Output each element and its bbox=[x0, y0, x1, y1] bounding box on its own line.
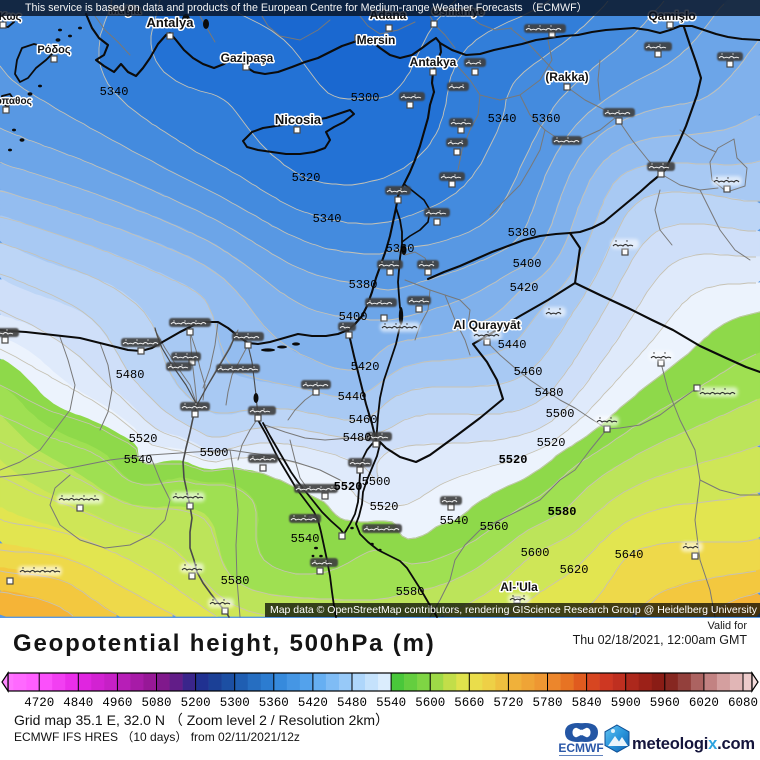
svg-text:5380: 5380 bbox=[508, 226, 537, 240]
svg-text:5360: 5360 bbox=[259, 696, 289, 710]
svg-text:5460: 5460 bbox=[514, 365, 543, 379]
svg-text:Nicosia: Nicosia bbox=[275, 112, 322, 127]
svg-text:Antakya: Antakya bbox=[410, 55, 457, 69]
svg-text:5520: 5520 bbox=[334, 480, 363, 494]
svg-text:5480: 5480 bbox=[343, 431, 372, 445]
svg-text:5420: 5420 bbox=[351, 360, 380, 374]
svg-text:5520: 5520 bbox=[499, 453, 528, 467]
svg-text:4960: 4960 bbox=[102, 696, 132, 710]
svg-text:5320: 5320 bbox=[292, 171, 321, 185]
svg-text:5640: 5640 bbox=[615, 548, 644, 562]
svg-text:5840: 5840 bbox=[572, 696, 602, 710]
svg-text:5620: 5620 bbox=[560, 563, 589, 577]
svg-text:5360: 5360 bbox=[532, 112, 561, 126]
svg-text:ECMWF: ECMWF bbox=[558, 741, 603, 755]
svg-text:5200: 5200 bbox=[181, 696, 211, 710]
svg-text:5520: 5520 bbox=[370, 500, 399, 514]
svg-text:Al-'Ula: Al-'Ula bbox=[500, 580, 538, 594]
svg-text:5580: 5580 bbox=[221, 574, 250, 588]
svg-text:(Rakka): (Rakka) bbox=[545, 70, 588, 84]
svg-text:5520: 5520 bbox=[129, 432, 158, 446]
svg-text:καρπαθος: καρπαθος bbox=[0, 96, 32, 107]
svg-text:5340: 5340 bbox=[313, 212, 342, 226]
svg-text:5900: 5900 bbox=[611, 696, 641, 710]
svg-text:5500: 5500 bbox=[546, 407, 575, 421]
svg-text:5540: 5540 bbox=[376, 696, 406, 710]
svg-text:5720: 5720 bbox=[493, 696, 523, 710]
svg-text:5660: 5660 bbox=[454, 696, 484, 710]
svg-text:Gazipaşa: Gazipaşa bbox=[221, 51, 274, 65]
svg-text:4720: 4720 bbox=[24, 696, 54, 710]
svg-text:Antalya: Antalya bbox=[147, 15, 195, 30]
svg-text:5300: 5300 bbox=[351, 91, 380, 105]
svg-text:5440: 5440 bbox=[338, 390, 367, 404]
svg-text:5480: 5480 bbox=[337, 696, 367, 710]
svg-text:Ρόδος: Ρόδος bbox=[37, 44, 70, 56]
svg-text:5580: 5580 bbox=[396, 585, 425, 599]
svg-text:5340: 5340 bbox=[488, 112, 517, 126]
svg-text:5520: 5520 bbox=[537, 436, 566, 450]
svg-text:5540: 5540 bbox=[440, 514, 469, 528]
svg-text:5580: 5580 bbox=[548, 505, 577, 519]
svg-text:Mersin: Mersin bbox=[357, 33, 396, 47]
svg-text:5440: 5440 bbox=[498, 338, 527, 352]
svg-text:5480: 5480 bbox=[116, 368, 145, 382]
svg-text:5480: 5480 bbox=[535, 386, 564, 400]
svg-text:5500: 5500 bbox=[362, 475, 391, 489]
svg-text:5600: 5600 bbox=[521, 546, 550, 560]
svg-text:5400: 5400 bbox=[339, 310, 368, 324]
svg-text:5360: 5360 bbox=[386, 242, 415, 256]
svg-text:5340: 5340 bbox=[100, 85, 129, 99]
svg-text:6080: 6080 bbox=[728, 696, 758, 710]
svg-text:5420: 5420 bbox=[298, 696, 328, 710]
svg-text:5080: 5080 bbox=[141, 696, 171, 710]
svg-text:5780: 5780 bbox=[532, 696, 562, 710]
svg-text:5380: 5380 bbox=[349, 278, 378, 292]
svg-text:5500: 5500 bbox=[200, 446, 229, 460]
svg-text:4840: 4840 bbox=[63, 696, 93, 710]
svg-text:5540: 5540 bbox=[291, 532, 320, 546]
svg-text:6020: 6020 bbox=[689, 696, 719, 710]
svg-text:5560: 5560 bbox=[480, 520, 509, 534]
svg-text:5600: 5600 bbox=[415, 696, 445, 710]
svg-text:5300: 5300 bbox=[220, 696, 250, 710]
svg-text:5540: 5540 bbox=[124, 453, 153, 467]
svg-text:5460: 5460 bbox=[349, 413, 378, 427]
svg-text:5420: 5420 bbox=[510, 281, 539, 295]
svg-text:Al Qurayyāt: Al Qurayyāt bbox=[453, 318, 520, 332]
svg-text:5400: 5400 bbox=[513, 257, 542, 271]
svg-text:meteologix.com: meteologix.com bbox=[632, 735, 755, 753]
svg-text:5960: 5960 bbox=[650, 696, 680, 710]
